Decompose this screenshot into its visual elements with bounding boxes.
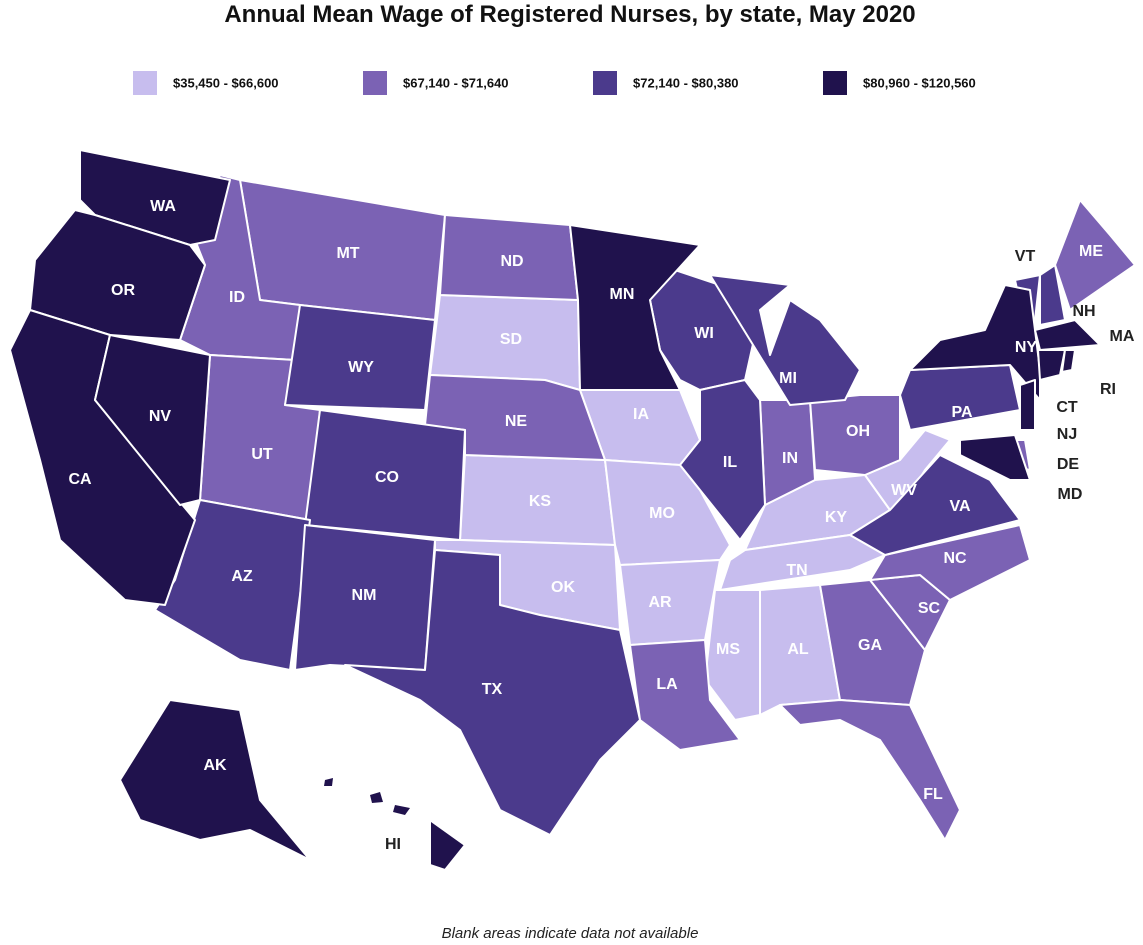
legend-swatch [593, 71, 617, 95]
legend-label: $67,140 - $71,640 [403, 75, 509, 90]
state-shape [119, 699, 311, 861]
state-shape [569, 224, 701, 391]
island [393, 805, 410, 815]
state-label: CT [1056, 399, 1078, 416]
legend-label: $80,960 - $120,560 [863, 75, 976, 90]
state-label: TN [786, 562, 807, 579]
state-shape [1019, 379, 1036, 431]
state-labels: SD IA KS MO OK AR KY TN MS AL WV MT ID UT ND NE IN OH LA GA… [68, 198, 1134, 853]
state-label: KY [825, 509, 848, 526]
state-label: NH [1072, 303, 1095, 320]
state-shape [809, 394, 901, 476]
state-shape [1061, 349, 1076, 373]
state-label: NE [505, 413, 528, 430]
state-label: KS [529, 493, 552, 510]
state-label: FL [923, 786, 943, 803]
state-label: NJ [1057, 426, 1077, 443]
state-label: LA [656, 676, 678, 693]
state-label: DE [1057, 456, 1080, 473]
state-shape [909, 284, 1041, 401]
state-label: SD [500, 331, 522, 348]
state-label: MD [1058, 486, 1083, 503]
legend-swatch [363, 71, 387, 95]
state-shape [899, 364, 1021, 431]
state-label: CO [375, 469, 399, 486]
state-shape [429, 819, 466, 871]
state-label: PA [951, 404, 972, 421]
state-label: AL [787, 641, 809, 658]
state-label: WI [694, 325, 714, 342]
state-shape [284, 304, 436, 411]
state-label: HI [385, 836, 401, 853]
legend-swatch [133, 71, 157, 95]
state-shape [1039, 264, 1066, 326]
state-shape [849, 454, 1021, 556]
legend-swatch [823, 71, 847, 95]
state-label: WA [150, 198, 176, 215]
state-shape [94, 334, 211, 506]
state-label: OH [846, 423, 870, 440]
state-label: VA [949, 498, 970, 515]
legend-label: $35,450 - $66,600 [173, 75, 279, 90]
state-label: NY [1015, 339, 1038, 356]
state-shape [869, 524, 1031, 601]
state-shape [679, 379, 766, 541]
states [9, 149, 1136, 871]
island [370, 792, 383, 803]
state-label: RI [1100, 381, 1116, 398]
state-label: GA [858, 637, 882, 654]
state-label: OR [111, 282, 135, 299]
footnote: Blank areas indicate data not available [442, 925, 699, 942]
state-shape [1054, 199, 1136, 311]
state-shape [154, 499, 311, 671]
state-shape [959, 434, 1031, 481]
state-label: NM [352, 587, 377, 604]
state-shape [709, 274, 861, 406]
state-label: MT [336, 245, 359, 262]
state-shape [29, 209, 206, 341]
state-shape [1034, 319, 1101, 351]
state-shape [779, 699, 961, 841]
state-label: MN [610, 286, 635, 303]
state-shape [304, 409, 466, 541]
state-label: IL [723, 454, 737, 471]
state-label: MO [649, 505, 675, 522]
state-shape [819, 579, 926, 706]
state-label: MA [1110, 328, 1135, 345]
state-label: AK [203, 757, 227, 774]
state-label: VT [1015, 248, 1036, 265]
state-label: CA [68, 471, 92, 488]
state-shape [1037, 349, 1066, 381]
state-shape [344, 549, 641, 836]
state-label: NV [149, 408, 172, 425]
legend-label: $72,140 - $80,380 [633, 75, 739, 90]
state-label: UT [251, 446, 273, 463]
state-label: WV [891, 482, 917, 499]
state-label: SC [918, 600, 941, 617]
state-label: MI [779, 370, 797, 387]
state-label: MS [716, 641, 740, 658]
state-label: IA [633, 406, 649, 423]
state-label: AR [648, 594, 672, 611]
state-label: ID [229, 289, 245, 306]
state-label: OK [551, 579, 575, 596]
map-title: Annual Mean Wage of Registered Nurses, b… [224, 1, 915, 28]
legend: $35,450 - $66,600 $67,140 - $71,640 $72,14… [133, 71, 976, 95]
state-label: AZ [231, 568, 253, 585]
state-label: IN [782, 450, 798, 467]
state-label: WY [348, 359, 374, 376]
state-label: NC [943, 550, 967, 567]
state-label: ND [500, 253, 523, 270]
island [324, 778, 333, 786]
state-label: TX [482, 681, 503, 698]
state-label: ME [1079, 243, 1103, 260]
